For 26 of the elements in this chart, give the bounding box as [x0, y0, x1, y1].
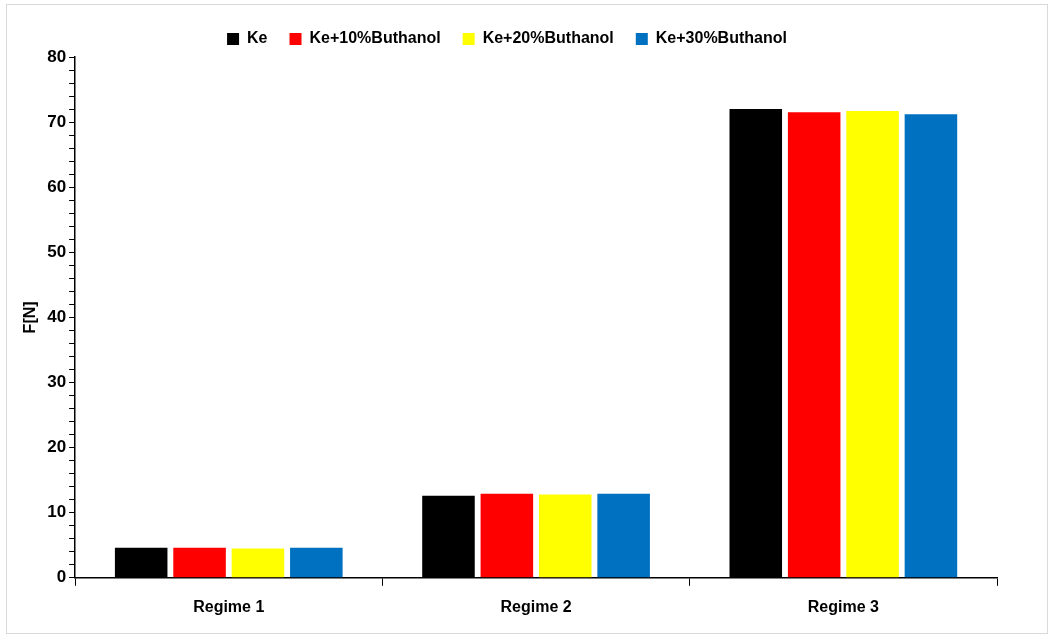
bar — [231, 548, 285, 578]
bar — [480, 493, 534, 578]
x-tick-label: Regime 3 — [807, 597, 880, 615]
x-tick-label: Regime 1 — [193, 597, 265, 615]
y-axis-title: F[N] — [21, 301, 39, 334]
bar — [846, 111, 899, 578]
y-tick-label: 0 — [56, 567, 67, 587]
legend-label: Ke+10%Buthanol — [309, 29, 441, 47]
bar — [597, 493, 650, 578]
x-tick-label: Regime 2 — [500, 597, 572, 615]
y-tick-label: 60 — [47, 176, 67, 196]
bar — [904, 114, 958, 578]
y-tick-label: 40 — [47, 307, 67, 327]
legend-label: Ke+20%Buthanol — [482, 29, 614, 47]
bar — [538, 494, 592, 578]
y-tick-label: 10 — [47, 502, 67, 522]
legend-label: Ke+30%Buthanol — [655, 29, 787, 47]
y-tick-label: 50 — [47, 241, 67, 261]
y-tick-label: 70 — [47, 111, 67, 131]
y-tick-label: 80 — [47, 46, 67, 66]
bar — [787, 112, 841, 578]
y-tick-label: 20 — [47, 437, 67, 457]
y-tick-label: 30 — [47, 372, 67, 392]
legend-label: Ke — [247, 29, 268, 47]
bar — [290, 547, 343, 578]
bar — [173, 547, 226, 578]
